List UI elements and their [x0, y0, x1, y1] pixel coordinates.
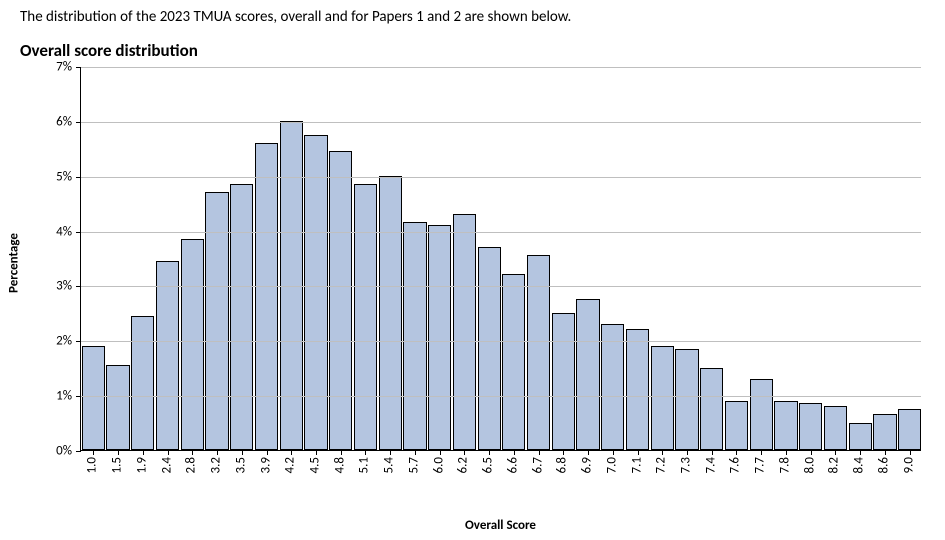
bar [428, 225, 451, 450]
x-tick-label: 6.2 [456, 457, 471, 473]
bar [552, 313, 575, 450]
page: The distribution of the 2023 TMUA scores… [0, 0, 945, 540]
x-tick-label: 6.9 [580, 457, 595, 473]
bar [700, 368, 723, 450]
x-tick-label: 7.1 [629, 457, 644, 473]
y-axis-title: Percentage [7, 233, 22, 293]
y-tick-label: 3% [32, 279, 72, 294]
bar [131, 316, 154, 450]
bar [527, 255, 550, 450]
x-tick-label: 7.3 [679, 457, 694, 473]
y-tick-label: 0% [32, 444, 72, 459]
y-tick-label: 4% [32, 224, 72, 239]
y-tick-mark [76, 177, 81, 178]
bar [403, 222, 426, 450]
x-tick-label: 1.9 [134, 457, 149, 473]
gridline [81, 122, 921, 123]
bar [502, 274, 525, 450]
bar [750, 379, 773, 450]
bar [156, 261, 179, 450]
bar [280, 121, 303, 450]
x-tick-label: 3.2 [209, 457, 224, 473]
gridline [81, 232, 921, 233]
y-axis-ticks: 0%1%2%3%4%5%6%7% [38, 67, 78, 537]
bar [675, 349, 698, 450]
x-tick-label: 7.8 [777, 457, 792, 473]
y-tick-mark [76, 341, 81, 342]
y-tick-label: 7% [32, 60, 72, 75]
x-tick-label: 7.2 [654, 457, 669, 473]
chart-area: Percentage 0%1%2%3%4%5%6%7% 1.01.51.92.4… [20, 67, 925, 537]
x-tick-label: 2.8 [184, 457, 199, 473]
x-tick-label: 9.0 [901, 457, 916, 473]
y-tick-label: 6% [32, 114, 72, 129]
x-tick-label: 8.6 [876, 457, 891, 473]
gridline [81, 341, 921, 342]
y-tick-label: 2% [32, 334, 72, 349]
x-tick-label: 8.4 [852, 457, 867, 473]
x-tick-label: 1.0 [85, 457, 100, 473]
bar [304, 135, 327, 450]
x-tick-label: 6.7 [530, 457, 545, 473]
gridline [81, 396, 921, 397]
x-tick-label: 7.7 [753, 457, 768, 473]
chart-title: Overall score distribution [20, 40, 925, 61]
bar [774, 401, 797, 450]
x-axis-ticks: 1.0 1.5 1.9 2.4 2.8 3.2 3.5 3.9 4.2 4.5 4.8 5.1 5.4 5… [80, 451, 921, 497]
bar [230, 184, 253, 450]
x-tick-label: 3.9 [258, 457, 273, 473]
x-tick-label: 2.4 [159, 457, 174, 473]
bar [379, 176, 402, 450]
bar [82, 346, 105, 450]
bar [824, 406, 847, 450]
bar [873, 414, 896, 450]
gridline [81, 286, 921, 287]
bar [255, 143, 278, 450]
bar-series [81, 67, 921, 450]
plot-region [80, 67, 921, 451]
x-tick-label: 5.4 [382, 457, 397, 473]
x-tick-label: 5.1 [357, 457, 372, 473]
bar [626, 329, 649, 450]
gridline [81, 177, 921, 178]
bar [601, 324, 624, 450]
x-tick-label: 8.2 [827, 457, 842, 473]
x-tick-label: 4.5 [307, 457, 322, 473]
x-tick-label: 6.0 [431, 457, 446, 473]
bar [354, 184, 377, 450]
y-tick-label: 5% [32, 169, 72, 184]
bar [898, 409, 921, 450]
bar [651, 346, 674, 450]
intro-text: The distribution of the 2023 TMUA scores… [20, 8, 925, 26]
x-tick-label: 1.5 [110, 457, 125, 473]
y-tick-mark [76, 396, 81, 397]
x-axis-title: Overall Score [80, 518, 921, 533]
x-tick-label: 6.8 [555, 457, 570, 473]
x-tick-label: 4.8 [332, 457, 347, 473]
x-tick-label: 7.4 [703, 457, 718, 473]
bar [849, 423, 872, 450]
x-tick-label: 7.0 [604, 457, 619, 473]
bar [181, 239, 204, 450]
bar [478, 247, 501, 450]
x-tick-label: 8.0 [802, 457, 817, 473]
bar [329, 151, 352, 450]
bar [799, 403, 822, 450]
bar [725, 401, 748, 450]
x-tick-label: 5.7 [406, 457, 421, 473]
gridline [81, 67, 921, 68]
y-tick-label: 1% [32, 389, 72, 404]
x-tick-label: 6.6 [505, 457, 520, 473]
y-tick-mark [76, 232, 81, 233]
bar [576, 299, 599, 450]
x-tick-label: 4.2 [283, 457, 298, 473]
bar [106, 365, 129, 450]
bar [453, 214, 476, 450]
y-tick-mark [76, 122, 81, 123]
x-tick-label: 3.5 [233, 457, 248, 473]
y-tick-mark [76, 67, 81, 68]
x-tick-label: 7.6 [728, 457, 743, 473]
y-tick-mark [76, 286, 81, 287]
x-tick-label: 6.5 [481, 457, 496, 473]
